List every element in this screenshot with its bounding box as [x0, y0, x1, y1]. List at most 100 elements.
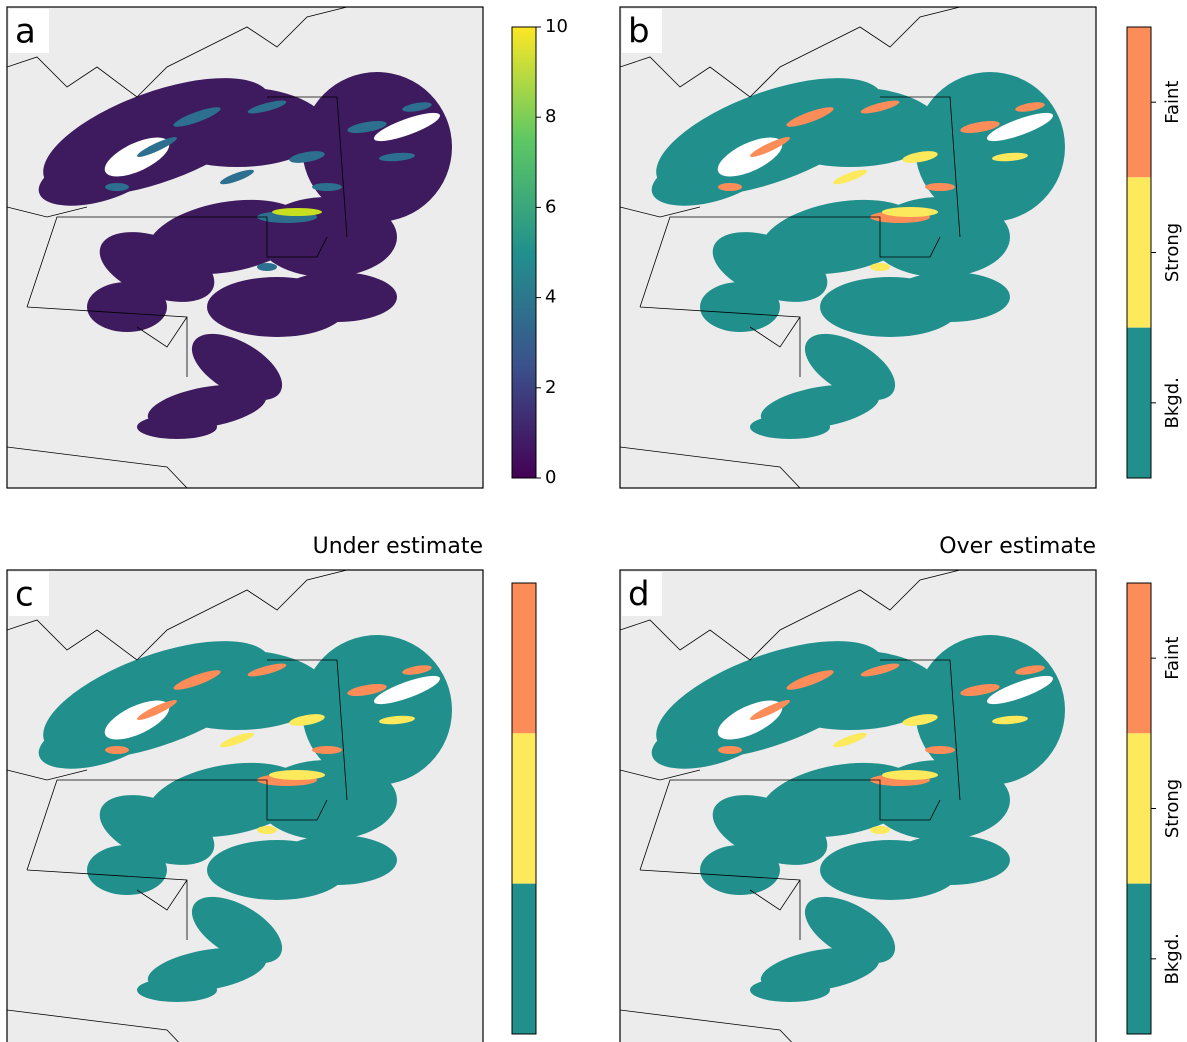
colorbar-gradient [512, 27, 536, 478]
borders [620, 7, 961, 488]
intensity-streak [379, 152, 415, 162]
precip-area [137, 415, 217, 439]
class-streak [402, 665, 432, 675]
colorbar-tick-label: 8 [545, 106, 556, 127]
panel-title: Under estimate [313, 534, 483, 559]
class-streak [1015, 665, 1045, 675]
panel-label: a [15, 12, 36, 52]
lake [986, 675, 1054, 705]
colorbar [511, 582, 537, 1035]
colorbar-segment [512, 883, 536, 1034]
borders [7, 570, 348, 1042]
colorbar: 0 2 4 6 8 10 [511, 16, 568, 488]
map-panel: b [619, 6, 1097, 489]
panel-frame [619, 6, 1097, 489]
precip-area [700, 845, 780, 895]
class-streak [718, 183, 742, 191]
lake [373, 112, 441, 142]
colorbar-class-label: Strong [1162, 223, 1183, 282]
intensity-streak [257, 263, 277, 271]
colorbar-frame [511, 582, 537, 1035]
intensity-core [272, 208, 322, 216]
colorbar-segment [1127, 583, 1151, 734]
colorbar-segment [1127, 733, 1151, 884]
precip-area [700, 282, 780, 332]
borders [620, 570, 961, 1042]
class-streak [860, 663, 900, 677]
precip-area [147, 650, 327, 730]
colorbar-frame [1126, 26, 1152, 479]
intensity-streak [289, 151, 325, 163]
precip-area [890, 272, 1010, 322]
intensity-streak [312, 183, 342, 191]
lake [986, 112, 1054, 142]
class-streak [992, 152, 1028, 162]
colorbar-segment [1127, 177, 1151, 328]
intensity-streak [247, 100, 287, 114]
class-streak [960, 120, 1000, 134]
label-bg [9, 9, 49, 53]
class-streak [379, 715, 415, 725]
precip-area [147, 87, 327, 167]
precip-area [191, 896, 283, 964]
class-streak [289, 714, 325, 726]
class-streak [173, 670, 221, 690]
class-streak [860, 100, 900, 114]
strong-core [269, 770, 325, 780]
intensity-streak [105, 183, 129, 191]
precip-area [87, 282, 167, 332]
colorbar-tick-label: 10 [545, 16, 568, 37]
class-streak [925, 746, 955, 754]
colorbar-tick-label: 2 [545, 377, 556, 398]
colorbar-frame [511, 26, 537, 479]
class-streak [786, 670, 834, 690]
precip-area [760, 650, 940, 730]
colorbar-tick-label: 4 [545, 287, 556, 308]
map-area [7, 570, 483, 1042]
lake [373, 675, 441, 705]
class-streak [347, 683, 387, 697]
colorbar-segment [512, 733, 536, 884]
class-streak [870, 263, 890, 271]
precip-area [277, 835, 397, 885]
precip-area [890, 835, 1010, 885]
panel-label: d [628, 575, 650, 615]
precip-area [277, 272, 397, 322]
class-streak [749, 700, 791, 720]
class-streak [992, 715, 1028, 725]
colorbar-segment [1127, 27, 1151, 178]
map-area [620, 7, 1096, 488]
intensity-streak [347, 120, 387, 134]
colorbar: Faint Strong Bkgd. [1126, 582, 1183, 1035]
panel-frame [6, 6, 484, 489]
intensity-streak [220, 169, 254, 185]
colorbar-frame [1126, 582, 1152, 1035]
class-streak [902, 151, 938, 163]
class-streak [833, 732, 867, 748]
class-streak [257, 826, 277, 834]
class-streak [105, 746, 129, 754]
class-streak [1015, 102, 1045, 112]
class-streak [925, 183, 955, 191]
colorbar-class-label: Faint [1162, 81, 1183, 124]
precip-area [191, 333, 283, 401]
borders [7, 7, 348, 488]
class-streak [136, 700, 178, 720]
intensity-streak [402, 102, 432, 112]
colorbar-class-label: Faint [1162, 637, 1183, 680]
label-bg [622, 572, 662, 616]
precip-area [87, 845, 167, 895]
precip-area [804, 896, 896, 964]
intensity-streak [173, 107, 221, 127]
colorbar-tick-label: 6 [545, 196, 556, 217]
precip-area [750, 978, 830, 1002]
map-panel: c Under estimate [6, 534, 484, 1042]
class-streak [749, 137, 791, 157]
precip-area [760, 87, 940, 167]
class-streak [833, 169, 867, 185]
precip-area [750, 415, 830, 439]
map-area [7, 7, 483, 488]
class-streak [786, 107, 834, 127]
colorbar-class-label: Bkgd. [1162, 377, 1183, 428]
